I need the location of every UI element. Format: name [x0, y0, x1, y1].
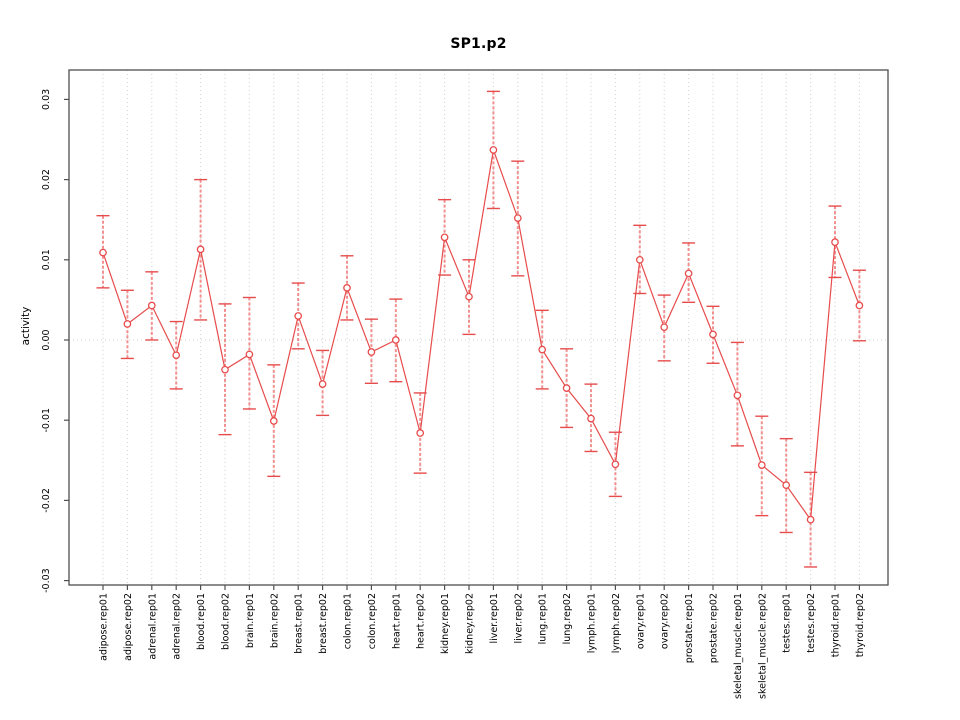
x-tick-label: prostate.rep02 — [709, 593, 720, 663]
y-tick-label: 0.03 — [41, 89, 52, 110]
x-tick-label: breast.rep01 — [294, 593, 305, 654]
data-point — [245, 350, 254, 359]
data-point — [684, 269, 693, 278]
data-point — [294, 312, 303, 320]
x-tick-label: skeletal_muscle.rep01 — [733, 593, 744, 699]
x-tick-label: breast.rep02 — [318, 593, 329, 654]
data-point — [587, 414, 595, 423]
y-tick-label: -0.03 — [41, 568, 52, 593]
x-tick-label: colon.rep02 — [367, 593, 378, 649]
series-line — [102, 147, 860, 522]
data-point — [635, 255, 644, 264]
data-point — [782, 481, 791, 490]
x-tick-label: colon.rep01 — [343, 593, 354, 649]
x-tick-label: brain.rep01 — [245, 593, 256, 648]
x-tick-label: prostate.rep01 — [684, 593, 695, 663]
x-axis: adipose.rep01 adipose.rep02 adrenal.rep01 a… — [99, 585, 866, 699]
x-tick-label: skeletal_muscle.rep02 — [757, 593, 768, 699]
gridlines — [69, 70, 888, 585]
x-tick-label: thyroid.rep02 — [855, 593, 866, 657]
data-point — [440, 233, 449, 242]
x-tick-label: adrenal.rep01 — [147, 593, 158, 660]
data-point — [562, 384, 571, 392]
y-tick-label: 0.02 — [41, 169, 52, 190]
data-point — [513, 214, 522, 222]
x-tick-label: lung.rep01 — [538, 593, 549, 644]
x-tick-label: liver.rep02 — [513, 593, 524, 643]
x-tick-label: lymph.rep01 — [587, 593, 598, 653]
data-point — [196, 245, 205, 254]
x-tick-label: testes.rep02 — [806, 593, 817, 653]
x-tick-label: kidney.rep02 — [465, 593, 476, 654]
x-tick-label: brain.rep02 — [269, 593, 280, 648]
data-point — [538, 345, 547, 354]
x-tick-label: lung.rep02 — [562, 593, 573, 644]
data-point — [172, 351, 181, 360]
data-point — [709, 330, 717, 339]
data-point — [416, 429, 425, 437]
data-point — [855, 301, 864, 310]
x-tick-label: blood.rep01 — [196, 593, 207, 650]
data-point — [318, 380, 327, 388]
data-point — [269, 417, 278, 425]
x-tick-label: adipose.rep01 — [99, 593, 110, 661]
data-point — [147, 301, 156, 310]
x-tick-label: ovary.rep02 — [660, 593, 671, 649]
error-bars — [96, 90, 866, 568]
y-tick-label: 0.00 — [41, 329, 52, 350]
x-tick-label: thyroid.rep01 — [831, 593, 842, 657]
data-point — [123, 320, 132, 328]
data-point — [831, 238, 839, 247]
data-point — [757, 461, 766, 469]
x-tick-label: ovary.rep01 — [635, 593, 646, 649]
chart-title: SP1.p2 — [450, 36, 507, 52]
data-point — [660, 323, 669, 332]
y-tick-label: -0.02 — [41, 488, 52, 513]
x-tick-label: blood.rep02 — [221, 593, 232, 650]
data-point — [221, 365, 229, 374]
x-tick-label: adrenal.rep02 — [172, 593, 183, 660]
y-tick-label: -0.01 — [41, 408, 52, 433]
x-tick-label: lymph.rep02 — [611, 593, 622, 653]
data-point — [99, 248, 107, 257]
y-axis: 0.03 0.02 0.01 0.00 -0.01 -0.02 -0.03 — [41, 89, 69, 593]
series — [102, 147, 860, 522]
data-point — [343, 284, 351, 292]
y-tick-label: 0.01 — [41, 249, 52, 270]
data-point — [733, 391, 742, 400]
data-point — [611, 460, 620, 469]
x-tick-label: heart.rep02 — [416, 593, 427, 649]
data-point — [489, 146, 498, 154]
x-tick-label: heart.rep01 — [391, 593, 402, 649]
markers — [99, 146, 864, 524]
x-tick-label: testes.rep01 — [782, 593, 793, 653]
data-point — [465, 292, 473, 301]
plot-box — [68, 69, 889, 586]
x-tick-label: liver.rep01 — [489, 593, 500, 643]
x-tick-label: adipose.rep02 — [123, 593, 134, 661]
data-point — [391, 336, 400, 344]
x-tick-label: kidney.rep01 — [440, 593, 451, 654]
data-point — [367, 348, 376, 356]
data-point — [806, 515, 815, 524]
